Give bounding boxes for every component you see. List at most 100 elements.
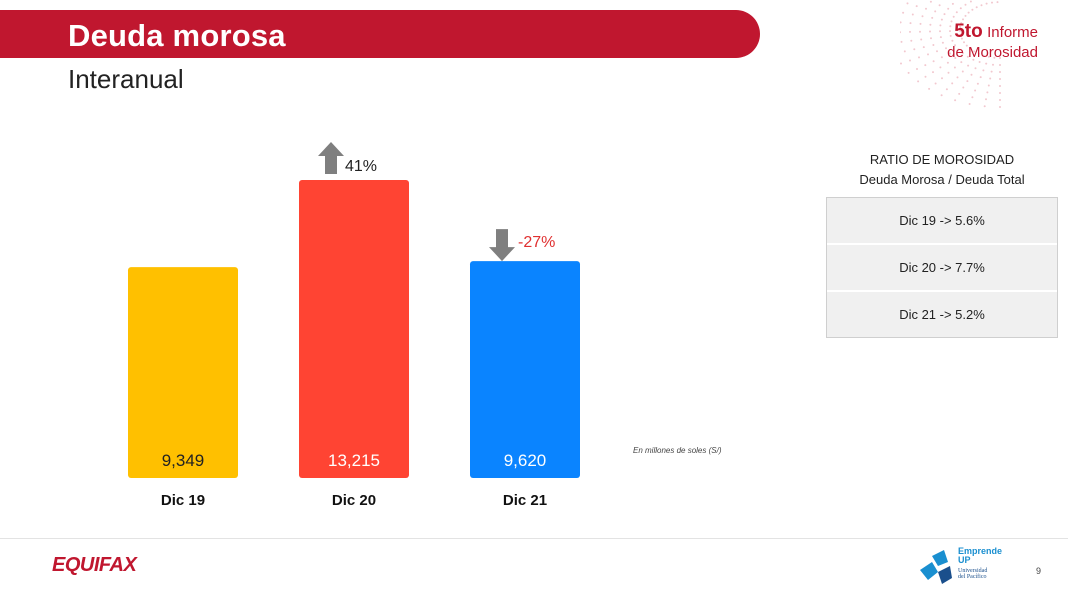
- ratio-title-line1: RATIO DE MOROSIDAD: [869, 152, 1015, 167]
- decoration-dot: [951, 39, 954, 42]
- decoration-dot: [960, 37, 963, 40]
- emprende-title-line2: UP: [958, 555, 971, 565]
- decoration-dot: [932, 60, 935, 63]
- decoration-dot: [949, 52, 952, 55]
- decoration-dot: [959, 25, 962, 28]
- ratio-title: RATIO DE MOROSIDAD Deuda Morosa / Deuda …: [826, 150, 1058, 190]
- decoration-dot: [982, 69, 985, 72]
- decoration-dot: [970, 73, 973, 76]
- report-logo-word: Informe: [987, 24, 1038, 41]
- decoration-dot: [957, 48, 960, 51]
- change-annotation: 41%: [345, 158, 377, 175]
- decoration-dot: [958, 92, 961, 95]
- decoration-dot: [940, 94, 943, 97]
- report-logo: 5to Informe de Morosidad: [947, 22, 1038, 63]
- bar-value-label: 9,349: [162, 451, 205, 470]
- decoration-dot: [955, 11, 958, 14]
- bar-value-label: 9,620: [504, 451, 547, 470]
- decoration-dot: [945, 47, 947, 50]
- decoration-dot: [963, 41, 965, 44]
- decoration-dot: [969, 0, 972, 3]
- category-label: Dic 21: [503, 492, 547, 509]
- decoration-dot: [929, 0, 932, 3]
- decoration-dot: [936, 50, 938, 53]
- decoration-dot: [954, 57, 957, 59]
- decoration-dot: [939, 30, 941, 33]
- decoration-dot: [950, 20, 953, 23]
- decoration-dot: [999, 78, 1001, 80]
- decoration-dot: [989, 77, 992, 80]
- decoration-dot: [929, 30, 931, 33]
- decoration-dot: [999, 71, 1001, 73]
- footer-divider: [0, 538, 1068, 539]
- bar-dic-21: [470, 261, 580, 478]
- decoration-dot: [982, 54, 985, 57]
- decoration-dot: [900, 31, 901, 34]
- decoration-dot: [996, 1, 999, 4]
- bar-dic-20: [299, 180, 409, 478]
- decoration-dot: [922, 46, 925, 49]
- decoration-dot: [977, 52, 980, 55]
- decoration-dot: [920, 38, 923, 41]
- decoration-dot: [934, 82, 937, 85]
- decoration-dot: [943, 13, 946, 16]
- decoration-dot: [985, 2, 988, 5]
- emprende-up-logo-icon: [920, 550, 952, 584]
- ratio-title-line2: Deuda Morosa / Deuda Total: [859, 172, 1025, 187]
- decoration-dot: [986, 91, 989, 94]
- decoration-dot: [959, 29, 961, 32]
- decoration-dot: [980, 4, 983, 7]
- decoration-dot: [974, 89, 977, 92]
- decoration-dot: [949, 25, 952, 28]
- decoration-dot: [949, 34, 952, 37]
- decoration-dot: [959, 33, 962, 36]
- decoration-dot: [916, 68, 918, 70]
- decoration-dot: [932, 71, 934, 74]
- decoration-dot: [960, 61, 963, 64]
- decoration-dot: [911, 13, 914, 16]
- decoration-dot: [917, 80, 920, 83]
- decoration-dot: [983, 105, 986, 108]
- page-title: Deuda morosa: [68, 18, 286, 53]
- decoration-dot: [999, 99, 1001, 101]
- decoration-dot: [918, 56, 920, 59]
- bar-chart: 9,349 Dic 19 13,215 Dic 20 9,620 Dic 21 41% -27…: [128, 142, 580, 509]
- decoration-dot: [966, 80, 969, 83]
- decoration-dot: [913, 48, 916, 51]
- decoration-dot: [999, 64, 1001, 66]
- decoration-dot: [959, 7, 962, 10]
- decoration-dot: [990, 70, 993, 73]
- decoration-dot: [999, 57, 1001, 59]
- decoration-dot: [993, 56, 996, 59]
- decoration-dot: [909, 30, 911, 33]
- decoration-dot: [900, 40, 903, 43]
- bar-value-label: 13,215: [328, 451, 380, 470]
- decoration-dot: [978, 61, 981, 63]
- emprende-up-title: Emprende UP: [958, 547, 1002, 565]
- category-label: Dic 19: [161, 492, 205, 509]
- decoration-dot: [925, 7, 927, 10]
- decoration-dot: [972, 58, 975, 61]
- decoration-dot: [921, 15, 924, 18]
- decoration-dot: [902, 11, 905, 14]
- decoration-dot: [967, 64, 970, 67]
- decoration-dot: [927, 53, 929, 56]
- page-number: 9: [1036, 566, 1042, 576]
- decoration-dot: [900, 21, 902, 24]
- decoration-dot: [940, 18, 943, 21]
- decoration-dot: [968, 103, 971, 105]
- decoration-dot: [954, 99, 957, 102]
- decoration-dot: [964, 14, 967, 17]
- decoration-dot: [960, 22, 963, 25]
- decoration-dot: [976, 82, 979, 85]
- decoration-dot: [945, 88, 948, 91]
- decoration-dot: [971, 96, 974, 99]
- decoration-dot: [934, 10, 937, 13]
- emprende-sub-line1: Universidad: [958, 568, 988, 574]
- decoration-dot: [946, 61, 949, 64]
- decoration-dot: [954, 44, 956, 47]
- decoration-dot: [961, 52, 964, 55]
- decoration-dot: [985, 62, 988, 65]
- decoration-dot: [961, 70, 964, 73]
- equifax-logo: EQUIFAX: [52, 554, 137, 576]
